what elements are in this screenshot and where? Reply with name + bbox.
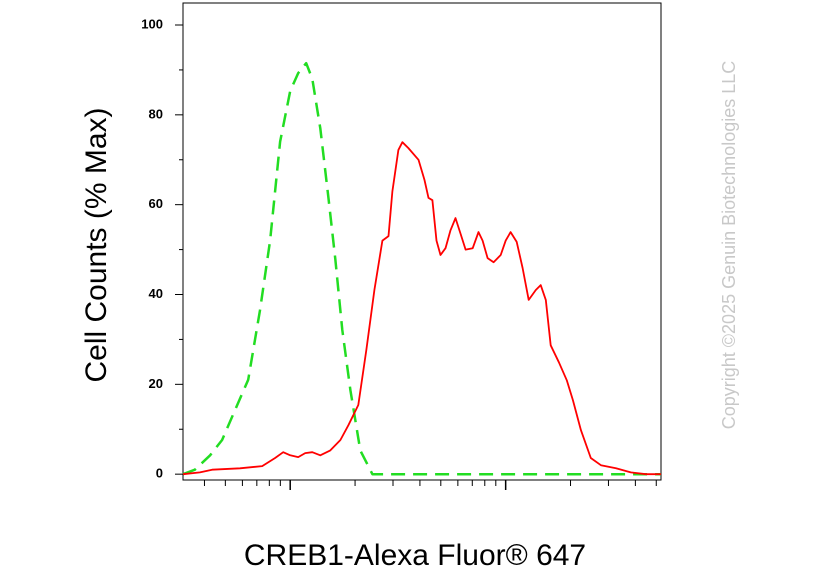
- y-tick-label: 40: [149, 286, 163, 301]
- y-tick-label: 100: [141, 16, 163, 31]
- y-tick-label: 20: [149, 376, 163, 391]
- series-line: [182, 141, 661, 476]
- series-line: [182, 61, 661, 476]
- y-tick-label: 80: [149, 106, 163, 121]
- y-axis-label: Cell Counts (% Max): [80, 107, 113, 382]
- watermark: Copyright ©2025 Genuin Biotechnologies L…: [719, 61, 739, 430]
- x-axis-label: CREB1-Alexa Fluor® 647: [244, 539, 586, 572]
- y-tick-label: 0: [156, 466, 163, 481]
- y-tick-label: 60: [149, 196, 163, 211]
- plot-frame: [182, 2, 662, 481]
